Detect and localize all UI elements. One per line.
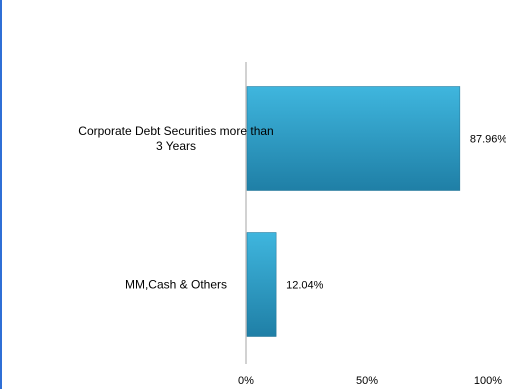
bar-0 [246, 86, 461, 191]
category-label-0-line-0: Corporate Debt Securities more than [78, 124, 273, 138]
category-label-0-line-1: 3 Years [156, 139, 196, 153]
x-tick-label-2: 100% [474, 375, 502, 387]
category-label-1-line-0: MM,Cash & Others [125, 278, 227, 292]
value-label-0: 87.96% [470, 134, 506, 146]
x-tick-label-1: 50% [356, 375, 378, 387]
x-tick-label-0: 0% [238, 375, 254, 387]
bar-1 [246, 232, 277, 337]
left-border [0, 0, 2, 389]
value-label-1: 12.04% [286, 280, 324, 292]
plot-area: 87.96% Corporate Debt Securities more tha… [78, 62, 506, 387]
